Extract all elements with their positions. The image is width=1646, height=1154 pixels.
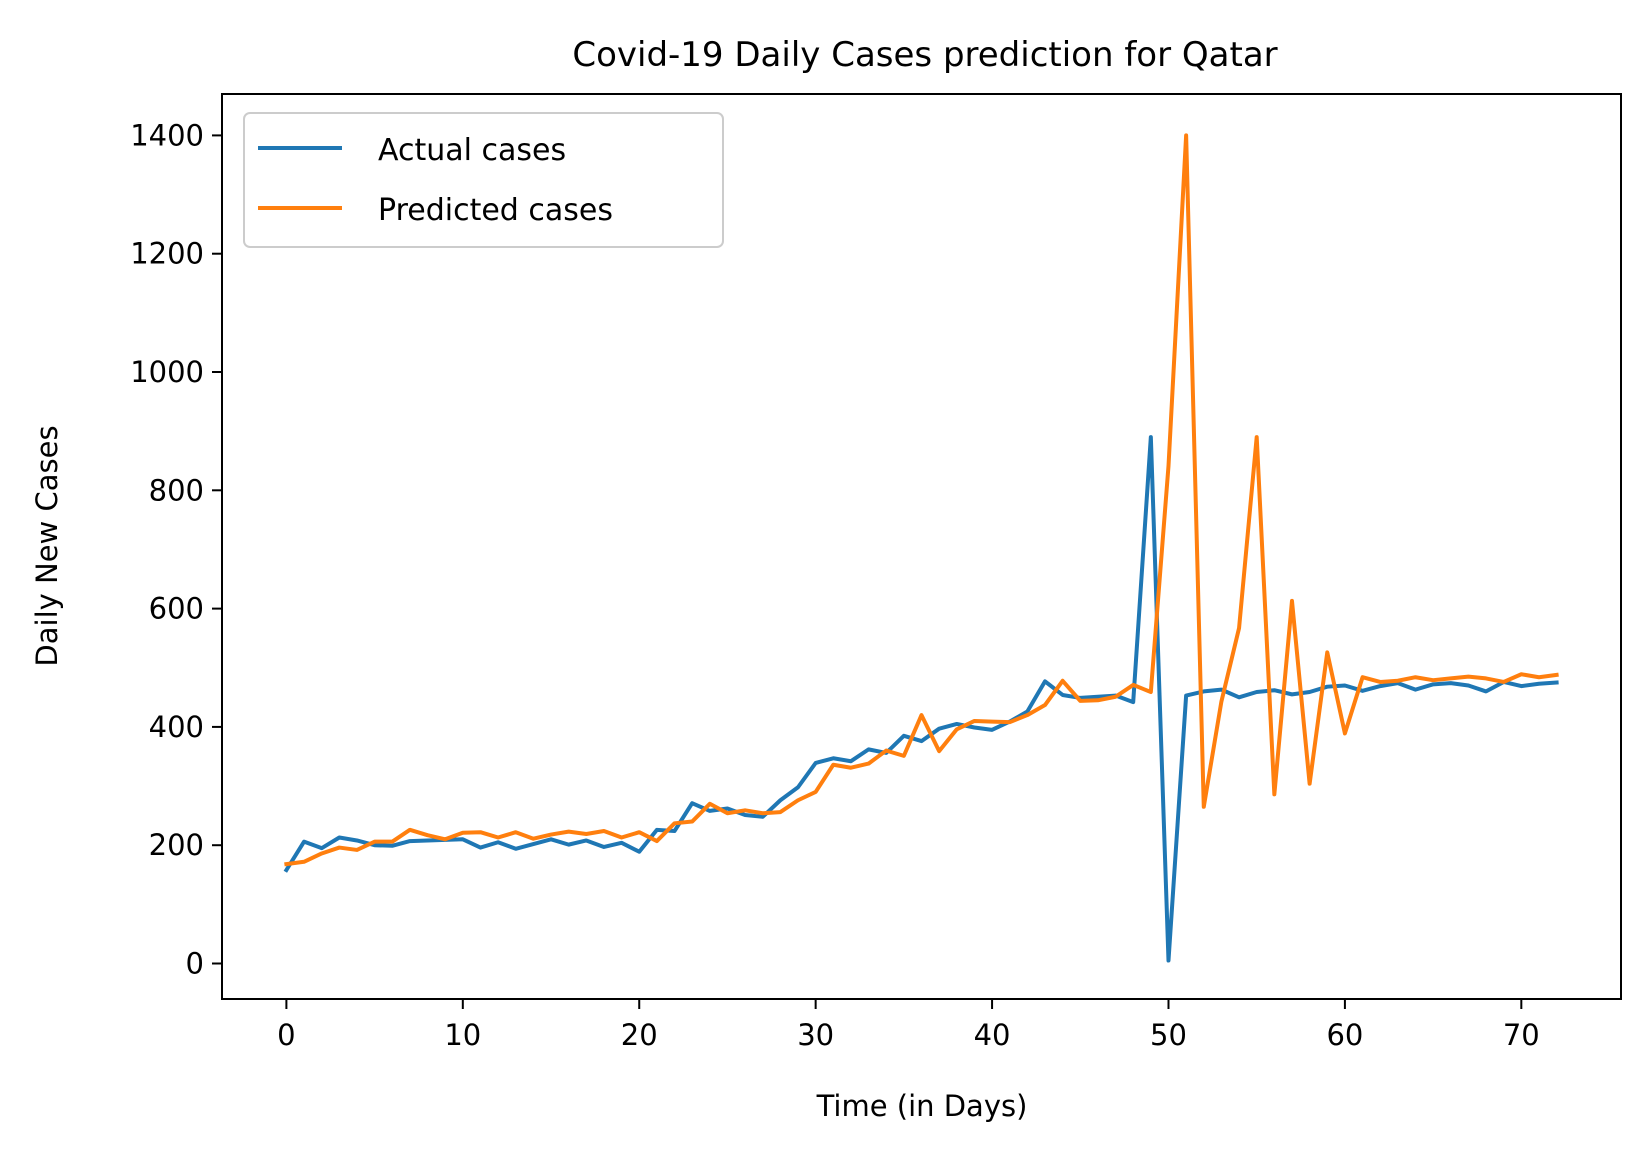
legend-label-actual: Actual cases (378, 133, 566, 168)
legend-frame (243, 112, 724, 248)
x-tick-label: 40 (974, 1018, 1011, 1052)
chart-title: Covid-19 Daily Cases prediction for Qata… (572, 35, 1277, 75)
plot-area (283, 133, 1559, 963)
series-line-predicted (284, 133, 1559, 867)
y-axis-label: Daily New Cases (30, 425, 64, 666)
y-axis: 0 200 400 600 800 1000 1200 1400 (130, 118, 222, 981)
y-tick-label: 1400 (130, 118, 204, 152)
x-axis-label: Time (in Days) (816, 1089, 1028, 1123)
y-tick-label: 1200 (130, 237, 204, 271)
x-tick-label: 20 (621, 1018, 658, 1052)
x-tick-label: 60 (1326, 1018, 1363, 1052)
y-tick-label: 1000 (130, 355, 204, 389)
y-tick-label: 0 (186, 947, 204, 981)
legend: Actual cases Predicted cases (243, 112, 724, 248)
y-tick-label: 400 (149, 710, 204, 744)
x-axis: 0 10 20 30 40 50 60 70 (277, 999, 1540, 1052)
x-tick-label: 0 (277, 1018, 295, 1052)
plot-frame (221, 93, 1622, 1000)
y-tick-label: 600 (149, 592, 204, 626)
series-line-actual (283, 435, 1559, 963)
y-tick-label: 200 (149, 828, 204, 862)
x-tick-label: 50 (1150, 1018, 1187, 1052)
x-tick-label: 70 (1503, 1018, 1540, 1052)
x-tick-label: 30 (797, 1018, 834, 1052)
x-tick-label: 10 (444, 1018, 481, 1052)
legend-label-predicted: Predicted cases (378, 193, 613, 228)
y-tick-label: 800 (149, 473, 204, 507)
